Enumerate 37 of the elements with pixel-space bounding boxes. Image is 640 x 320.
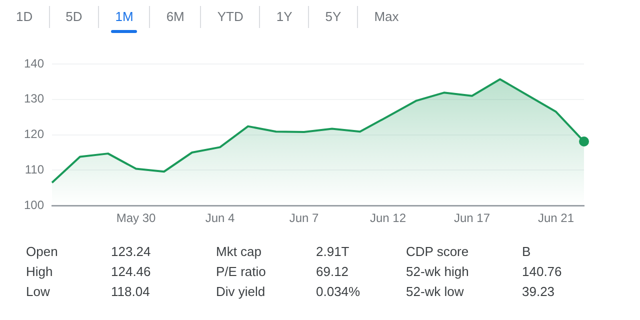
text: Mkt cap <box>216 244 263 259</box>
text: Low <box>26 284 51 299</box>
x-tick-label: Jun 4 <box>205 211 236 226</box>
x-tick-label: Jun 12 <box>370 211 406 226</box>
y-tick-label: 130 <box>24 92 44 106</box>
text: 6M <box>149 6 200 28</box>
y-tick-label: 100 <box>24 198 44 212</box>
x-tick-label: Jun 21 <box>538 211 574 226</box>
text: 1D <box>15 8 34 26</box>
text: YTD <box>200 6 260 28</box>
text: 39.23 <box>522 284 556 299</box>
text: High <box>26 264 54 279</box>
text: 118.04 <box>111 284 151 299</box>
text: 69.12 <box>316 264 350 279</box>
text: 5Y <box>308 6 358 28</box>
x-tick-label: May 30 <box>116 211 156 226</box>
y-tick-label: 120 <box>24 127 44 142</box>
text: CDP score <box>406 244 470 259</box>
text: 140.76 <box>522 264 563 279</box>
y-tick-label: 110 <box>24 162 44 177</box>
text: B <box>522 244 532 259</box>
text: 124.46 <box>111 264 152 279</box>
x-tick-label: Jun 17 <box>454 211 490 226</box>
text: 0.034% <box>316 284 362 299</box>
text: P/E ratio <box>216 264 267 279</box>
text: 2.91T <box>316 244 350 259</box>
text: Max <box>357 6 415 28</box>
text: 1M <box>98 6 150 28</box>
text: 52-wk low <box>406 284 465 299</box>
text: Div yield <box>216 284 266 299</box>
text: 52-wk high <box>406 264 470 279</box>
x-tick-label: Jun 7 <box>289 211 320 226</box>
text: 5D <box>48 6 98 28</box>
text: 1Y <box>259 6 308 28</box>
text: Open <box>26 244 59 259</box>
y-tick-label: 140 <box>24 56 44 70</box>
text: 123.24 <box>111 244 152 259</box>
